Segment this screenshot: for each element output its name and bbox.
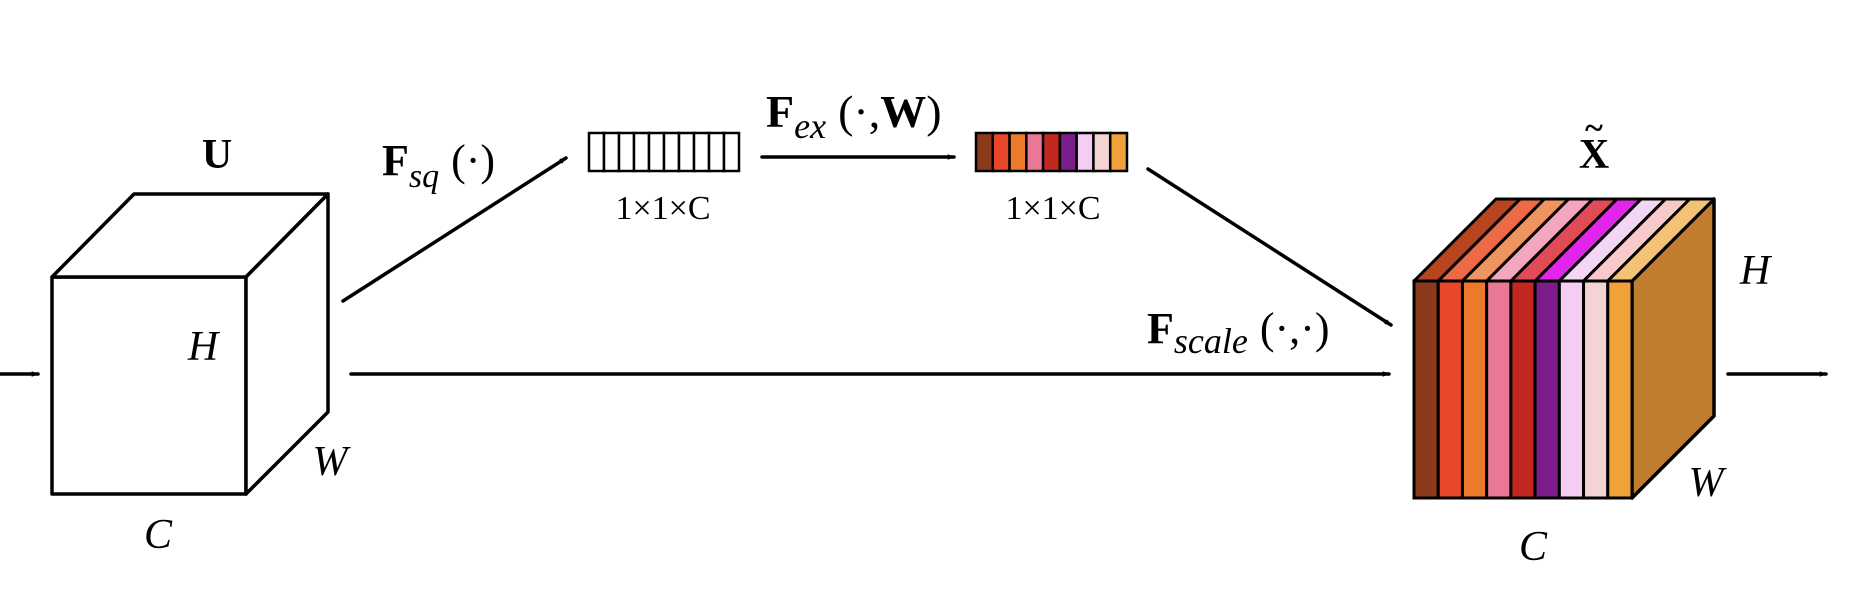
squeeze-vector-cell [707,131,726,173]
squeeze-vector-cell [617,131,636,173]
excitation-op-args-close: ) [926,86,941,137]
input-cube [50,192,330,496]
squeeze-arrow [341,156,568,303]
squeeze-vector-cell [722,131,741,173]
input-cube-height-label: H [187,324,221,370]
excitation-op-weight: W [880,86,926,137]
excitation-op-symbol: F [766,86,794,137]
output-cube-front-stripe [1606,279,1634,500]
excitation-operator-label: Fex (·,W) [766,86,942,146]
input-cube-side [244,192,330,496]
output-cube-front-stripe [1460,279,1489,500]
output-cube-front-stripe [1509,279,1537,500]
excitation-to-scale-arrow [1146,167,1393,327]
output-cube-front [1412,279,1634,500]
squeeze-vector-cell [692,131,711,173]
output-cube-channel-label: C [1519,524,1548,570]
excitation-vector-cell [1041,131,1062,173]
excitation-vector-cell [1092,131,1112,173]
excitation-op-args-open: (·, [838,86,880,137]
output-cube-label: X [1579,132,1609,178]
scale-op-args: (·,·) [1260,304,1330,353]
excitation-op-subscript: ex [794,106,826,146]
squeeze-vector-cell [647,131,666,173]
output-cube-height-label: H [1739,248,1773,294]
squeeze-op-symbol: F [382,136,409,185]
output-cube-front-stripe [1533,279,1561,500]
excitation-vector-cell [1075,131,1095,173]
input-cube-label: U [202,132,232,178]
squeeze-operator-label: Fsq (·) [382,136,495,195]
squeeze-op-subscript: sq [409,158,439,195]
squeeze-vector-cell [602,131,621,173]
output-cube-width-label: W [1689,460,1728,506]
squeeze-vector-cell [662,131,681,173]
excitation-vector-cell [1008,131,1028,173]
excitation-vector-cell [991,131,1011,173]
scale-operator-label: Fscale (·,·) [1147,304,1329,361]
squeeze-vector-cell [587,131,606,173]
output-cube-front-stripe [1436,279,1464,500]
excitation-vector [974,131,1129,173]
excitation-vector-dims: 1×1×C [1005,190,1100,227]
output-cube-front-stripe [1582,279,1610,500]
output-cube-front-stripe [1557,279,1586,500]
squeeze-vector-cell [632,131,651,173]
input-cube-width-label: W [313,439,352,485]
output-cube-front-stripe [1485,279,1513,500]
squeeze-vector-dims: 1×1×C [615,190,710,227]
input-cube-front [50,275,248,496]
excitation-vector-cell [974,131,995,173]
squeeze-vector-cell [677,131,696,173]
scale-op-subscript: scale [1174,321,1248,361]
excitation-vector-dims-text: 1×1×C [1005,190,1100,227]
excitation-vector-cell [1108,131,1129,173]
squeeze-op-args: (·) [451,136,495,185]
squeeze-vector [587,131,741,173]
input-cube-channel-label: C [144,512,173,558]
output-cube-tilde: ~ [1585,110,1603,147]
squeeze-vector-dims-text: 1×1×C [615,190,710,227]
output-cube [1412,197,1716,500]
excitation-vector-cell [1025,131,1045,173]
output-cube-front-stripe [1412,279,1440,500]
scale-op-symbol: F [1147,304,1174,353]
excitation-vector-cell [1058,131,1078,173]
